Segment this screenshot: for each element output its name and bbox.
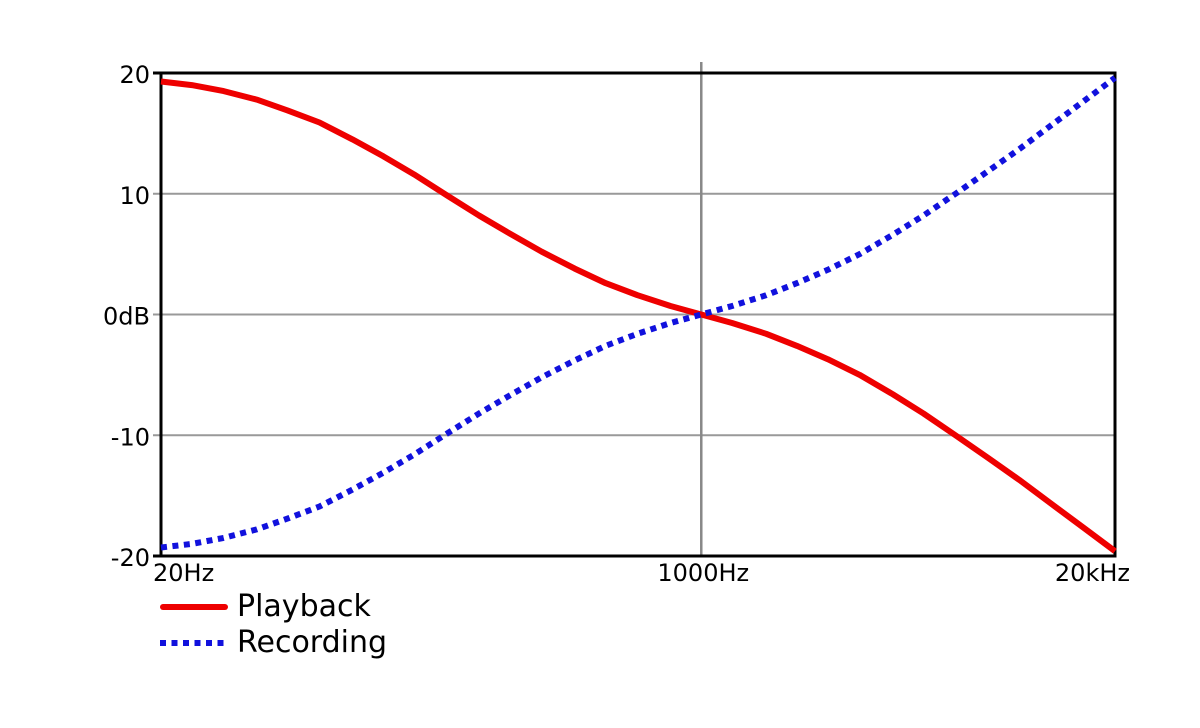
legend-item-playback: Playback: [160, 589, 387, 625]
legend-label-recording: Recording: [237, 625, 388, 660]
x-tick-label-1000Hz: 1000Hz: [657, 559, 749, 587]
y-tick-label-10: 10: [119, 182, 150, 210]
recording-line-sample-icon: [160, 640, 228, 646]
legend: Playback Recording: [160, 589, 387, 661]
y-axis-tick-labels: 20 10 0dB -10 -20: [103, 61, 150, 572]
y-tick-label--10: -10: [111, 423, 150, 451]
legend-item-recording: Recording: [160, 625, 387, 661]
gridlines: [153, 62, 1115, 556]
x-axis-tick-labels: 20Hz 1000Hz 20kHz: [153, 559, 1130, 587]
x-tick-label-20kHz: 20kHz: [1055, 559, 1130, 587]
legend-label-playback: Playback: [237, 589, 371, 624]
playback-curve: [160, 78, 1117, 554]
y-tick-label--20: -20: [111, 544, 150, 572]
playback-line-sample-icon: [160, 604, 228, 610]
curves: [160, 75, 1117, 554]
y-tick-label-20: 20: [119, 61, 150, 89]
y-tick-label-0dB: 0dB: [103, 303, 150, 331]
x-tick-label-20Hz: 20Hz: [153, 559, 214, 587]
recording-curve: [160, 75, 1117, 551]
plot-border: [153, 71, 1117, 558]
